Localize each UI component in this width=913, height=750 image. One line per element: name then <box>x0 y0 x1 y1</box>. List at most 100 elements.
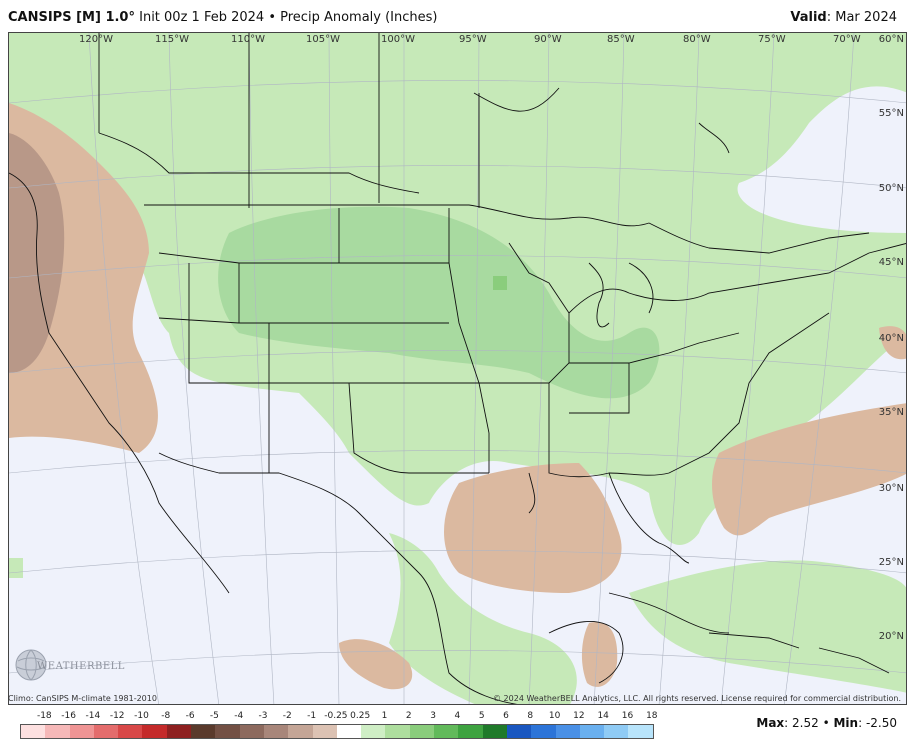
lat-label-25n: 25°N <box>878 557 904 568</box>
colorbar-tick-label: 0.25 <box>350 711 371 721</box>
map-panel: 120°W 115°W 110°W 105°W 100°W 95°W 90°W … <box>8 32 907 705</box>
colorbar-tick-label: -14 <box>85 711 101 721</box>
dry-anomaly-atlantic <box>712 403 906 536</box>
colorbar-swatch <box>604 725 629 738</box>
colorbar-swatch <box>288 725 313 738</box>
colorbar-swatch <box>628 725 653 738</box>
lon-label-105w: 105°W <box>306 34 340 45</box>
colorbar-tick-label: -4 <box>234 711 244 721</box>
lat-label-40n: 40°N <box>878 333 904 344</box>
colorbar-swatch <box>191 725 216 738</box>
model-name: CANSIPS [M] 1.0° <box>8 10 135 25</box>
lon-label-110w: 110°W <box>231 34 265 45</box>
lon-label-100w: 100°W <box>381 34 415 45</box>
max-min-readout: Max: 2.52 • Min: -2.50 <box>756 716 897 730</box>
climo-note: Climo: CanSIPS M-climate 1981-2010 <box>8 694 157 703</box>
lon-label-115w: 115°W <box>155 34 189 45</box>
colorbar <box>20 724 654 739</box>
colorbar-swatch <box>239 725 264 738</box>
colorbar-swatch <box>409 725 435 738</box>
colorbar-swatch <box>93 725 119 738</box>
dry-anomaly-gulf <box>444 463 622 593</box>
graticule <box>9 33 906 704</box>
colorbar-tick-label: 12 <box>573 711 585 721</box>
map-title: CANSIPS [M] 1.0° Init 00z 1 Feb 2024 • P… <box>8 10 437 25</box>
weatherbell-logo: WEATHERBELL <box>13 647 124 687</box>
colorbar-swatch <box>336 725 362 738</box>
colorbar-tick-label: 6 <box>503 711 509 721</box>
max-value: : 2.52 <box>784 716 819 730</box>
colorbar-tick-label: -16 <box>61 711 76 721</box>
colorbar-tick-label: 8 <box>527 711 534 721</box>
colorbar-swatch <box>118 725 143 738</box>
valid-time: Valid: Mar 2024 <box>790 10 897 25</box>
wet-anomaly-caribbean <box>629 560 906 693</box>
colorbar-swatch <box>482 725 507 738</box>
lat-label-45n: 45°N <box>878 257 904 268</box>
dry-anomaly-atlantic-north <box>879 326 906 360</box>
lon-label-70w: 70°W <box>833 34 861 45</box>
min-value: : -2.50 <box>858 716 897 730</box>
logo-text: WEATHERBELL <box>37 661 125 672</box>
colorbar-swatch <box>215 725 240 738</box>
wet-anomaly-region-southwest <box>9 53 224 136</box>
lat-label-20n: 20°N <box>878 631 904 642</box>
colorbar-swatch <box>166 725 192 738</box>
colorbar-tick-label: 1 <box>381 711 388 721</box>
wet-anomaly-mexico <box>389 533 577 704</box>
colorbar-swatch <box>506 725 532 738</box>
colorbar-swatch <box>142 725 167 738</box>
colorbar-tick-label: 5 <box>478 711 485 721</box>
lat-label-60n: 60°N <box>878 34 904 45</box>
colorbar-tick-label: 3 <box>430 711 436 721</box>
colorbar-tick-label: -18 <box>36 711 52 721</box>
colorbar-swatch <box>555 725 580 738</box>
lon-label-80w: 80°W <box>683 34 711 45</box>
lat-label-55n: 55°N <box>878 108 904 119</box>
colorbar-tick-label: 10 <box>548 711 561 721</box>
colorbar-tick-label: 14 <box>597 711 609 721</box>
header: CANSIPS [M] 1.0° Init 00z 1 Feb 2024 • P… <box>0 0 913 32</box>
valid-label: Valid <box>790 10 827 25</box>
dry-anomaly-yucatan <box>581 622 618 687</box>
colorbar-tick-label: -3 <box>258 711 268 721</box>
colorbar-swatch <box>531 725 556 738</box>
colorbar-tick-label: -10 <box>134 711 149 721</box>
lat-label-50n: 50°N <box>878 183 904 194</box>
colorbar-swatch <box>385 725 410 738</box>
colorbar-tick-label: -12 <box>109 711 125 721</box>
wetter-anomaly-core <box>218 206 660 399</box>
colorbar-tick-label: -6 <box>185 711 195 721</box>
wet-anomaly-spot <box>493 276 507 290</box>
lon-label-85w: 85°W <box>607 34 635 45</box>
colorbar-swatch <box>458 725 483 738</box>
colorbar-swatch <box>361 725 386 738</box>
globe-icon <box>15 649 47 681</box>
political-boundaries <box>9 33 906 704</box>
colorbar-tick-label: 18 <box>646 711 658 721</box>
colorbar-tick-label: -0.25 <box>324 711 348 721</box>
colorbar-swatch <box>69 725 94 738</box>
min-label: Min <box>833 716 859 730</box>
max-min-separator: • <box>822 716 830 730</box>
lon-label-120w: 120°W <box>79 34 113 45</box>
lon-label-75w: 75°W <box>758 34 786 45</box>
init-time: Init 00z 1 Feb 2024 <box>139 10 265 25</box>
field-name: Precip Anomaly (Inches) <box>280 10 438 25</box>
colorbar-tick-label: -1 <box>307 711 317 721</box>
valid-value: : Mar 2024 <box>826 10 897 25</box>
wet-anomaly-pacific <box>9 558 23 578</box>
colorbar-tick-label: 2 <box>405 711 412 721</box>
lat-label-35n: 35°N <box>878 407 904 418</box>
lon-label-90w: 90°W <box>534 34 562 45</box>
lon-label-95w: 95°W <box>459 34 487 45</box>
title-separator: • <box>268 10 276 25</box>
colorbar-swatch <box>579 725 605 738</box>
colorbar-swatch <box>312 725 337 738</box>
colorbar-tick-label: 4 <box>454 711 461 721</box>
max-label: Max <box>756 716 785 730</box>
colorbar-tick-label: -2 <box>282 711 292 721</box>
lat-label-30n: 30°N <box>878 483 904 494</box>
colorbar-swatch <box>45 725 70 738</box>
copyright-notice: © 2024 WeatherBELL Analytics, LLC. All r… <box>493 694 901 703</box>
